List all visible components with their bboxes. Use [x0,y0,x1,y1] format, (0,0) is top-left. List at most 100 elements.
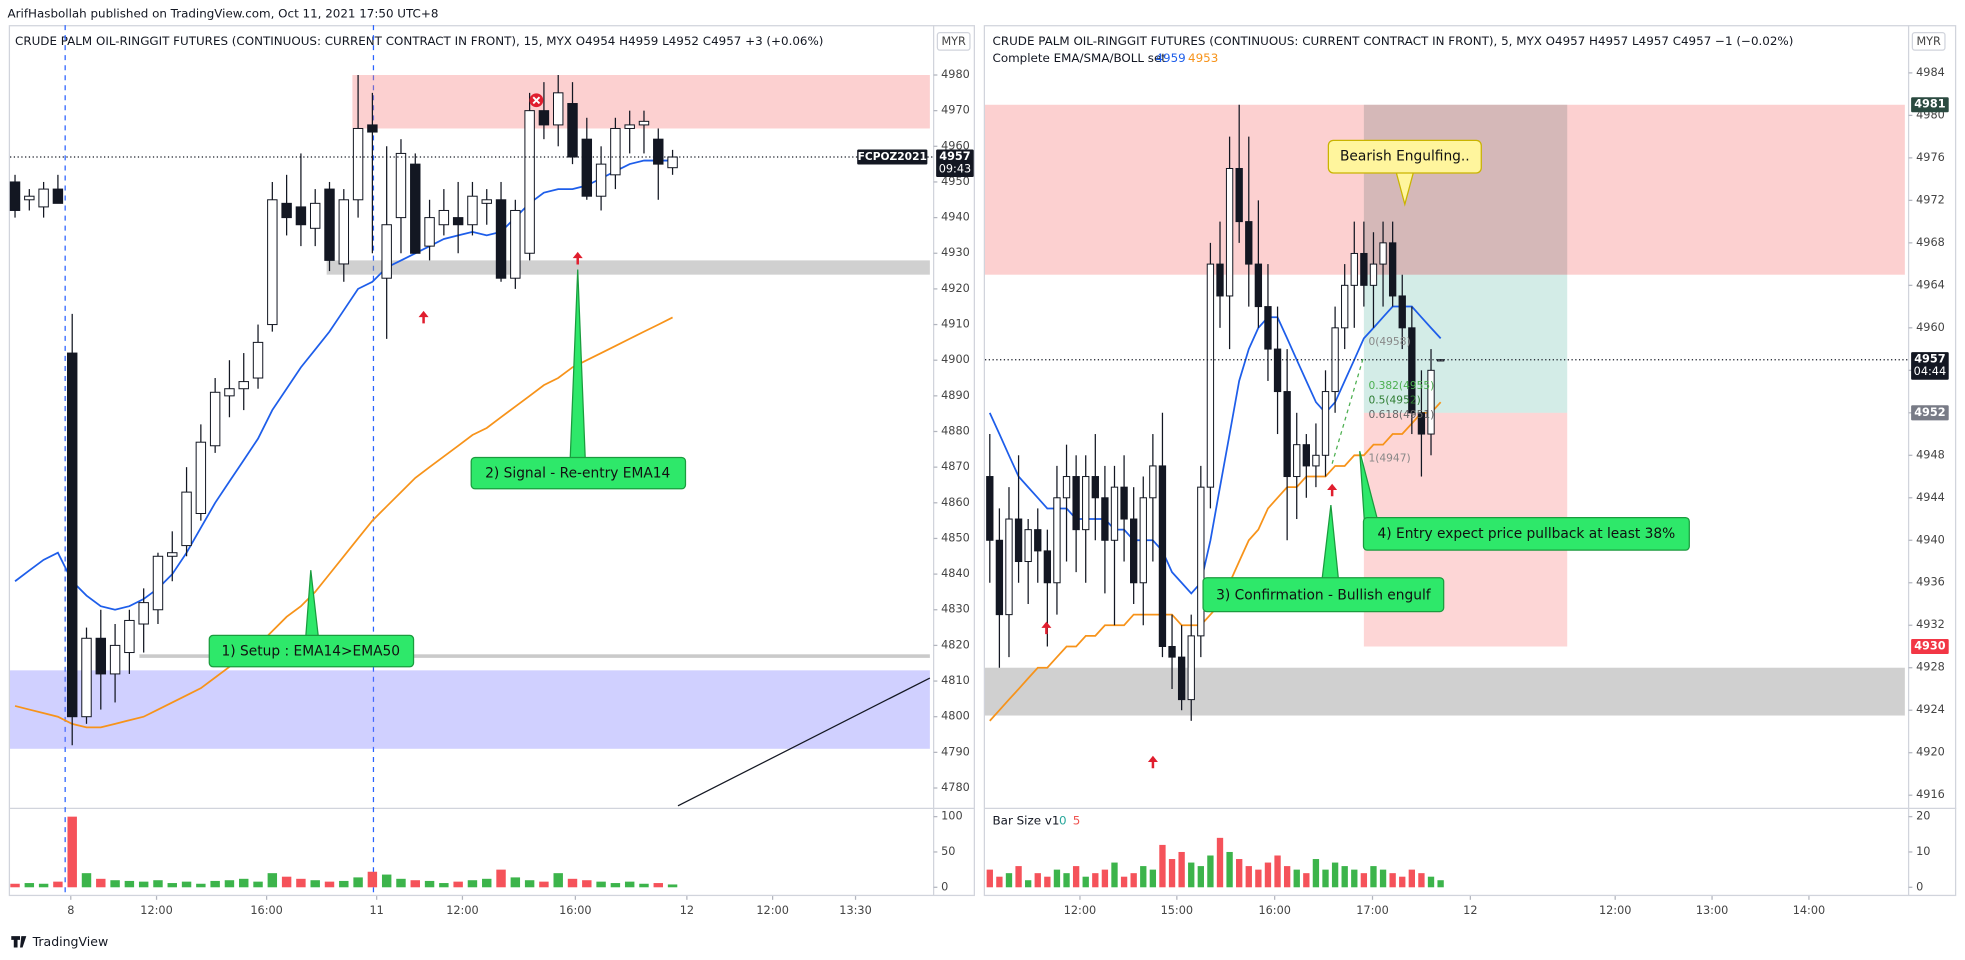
price-tag-value: 4957 [1914,353,1945,366]
candle-body [986,476,994,541]
candle-body [1408,327,1416,414]
y-tick-label: 4948 [1916,448,1945,461]
candle-body [309,202,321,229]
volume-bar [1120,876,1128,888]
y-tick-label: 4984 [1916,66,1945,79]
volume-bar [410,880,420,888]
candle-body [467,195,478,226]
candle-body [1341,284,1349,329]
x-tick-label: 12:00 [1599,904,1631,917]
volume-bar [986,869,993,888]
callout-box [1327,139,1482,174]
candle-body [1072,476,1080,531]
price-tag [1911,638,1949,655]
volume-bar [1351,869,1358,888]
x-tick-label: 14:00 [1793,904,1825,917]
x-tick-label: 16:00 [250,904,282,917]
volume-tick-label: 0 [941,880,948,893]
candle-body [595,163,607,197]
volume-bar [1293,869,1300,888]
volume-bar [610,883,621,888]
y-tick-label: 4880 [941,425,970,438]
candle-body [1139,497,1147,584]
candle-body [1149,465,1157,499]
candle-body [224,388,235,397]
fib-label: 1(4947) [1368,452,1410,465]
x-tick-label: 12 [680,904,694,917]
candle-body [1264,306,1272,350]
volume-bar [1331,862,1339,888]
volume-bar [1149,869,1157,888]
zone [352,75,930,129]
callout-text: 2) Signal - Re-entry EMA14 [485,466,670,482]
y-tick-label: 4910 [941,318,970,331]
volume-bar [1408,869,1416,888]
volume-bar [1245,866,1252,888]
x-tick-label: 17:00 [1356,904,1388,917]
fib-line [1331,357,1365,464]
candle-body [667,156,678,169]
candle-body [1082,476,1090,531]
candle-body [995,539,1004,616]
volume-bar [153,880,163,888]
candle-body [1312,454,1320,467]
volume-bar [1370,866,1377,888]
volume-bar [1044,876,1051,888]
ema-line [14,316,673,729]
volume-bar [1197,866,1204,888]
volume-bar [138,881,149,888]
candle-body [138,602,149,625]
candle-body [81,637,92,718]
x-tick-label: 11 [370,904,384,917]
x-tick-label: 16:00 [559,904,591,917]
volume-bar [81,873,92,888]
volume-bar [424,880,435,888]
candle-body [1302,444,1310,467]
volume-bar [324,881,335,888]
currency: MYR [941,35,966,48]
x-tick-label: 8 [67,904,74,917]
ema-line [14,159,673,611]
volume-bar [1399,876,1406,888]
candle-body [1206,263,1215,488]
candle-body [495,199,507,279]
candle-body [1197,486,1205,637]
x-tick-label: 12:00 [140,904,172,917]
candle-body [610,127,621,176]
zone [326,260,930,275]
y-tick-label: 4850 [941,531,970,544]
volume-bar [439,883,449,888]
volume-bar [1015,866,1022,888]
volume-bar [296,878,306,888]
volume-bar [67,816,77,888]
volume-bar [524,880,535,888]
volume-bar [1216,837,1224,888]
candle-body [9,181,21,211]
y-tick-label: 4964 [1916,278,1945,291]
frames [8,25,1957,897]
volume-bar [1303,873,1310,888]
price-tag-countdown: 09:43 [939,163,971,176]
y-tick-label: 4940 [941,211,970,224]
volume-bar [539,881,549,888]
brand-logo [11,936,27,948]
volume-bar [1130,873,1137,888]
volume-tick-label: 50 [941,845,955,858]
candle-body [581,138,593,197]
y-tick-label: 4930 [941,246,970,259]
chart-title: CRUDE PALM OIL-RINGGIT FUTURES (CONTINUO… [15,34,823,48]
volume-bar [1168,859,1176,888]
volume-bar [167,883,177,888]
volume-bar [253,881,263,888]
volume-bar [1322,869,1329,888]
x-tick-label: 12 [1463,904,1477,917]
candle-body [395,152,407,219]
candle-body [1427,369,1435,435]
candle-body [352,127,364,201]
volume-bar [110,880,120,888]
currency-box [936,31,971,51]
zone [139,654,930,658]
candle-body [1043,550,1052,584]
volume-bar [1159,844,1166,888]
volume-bar [653,883,663,888]
